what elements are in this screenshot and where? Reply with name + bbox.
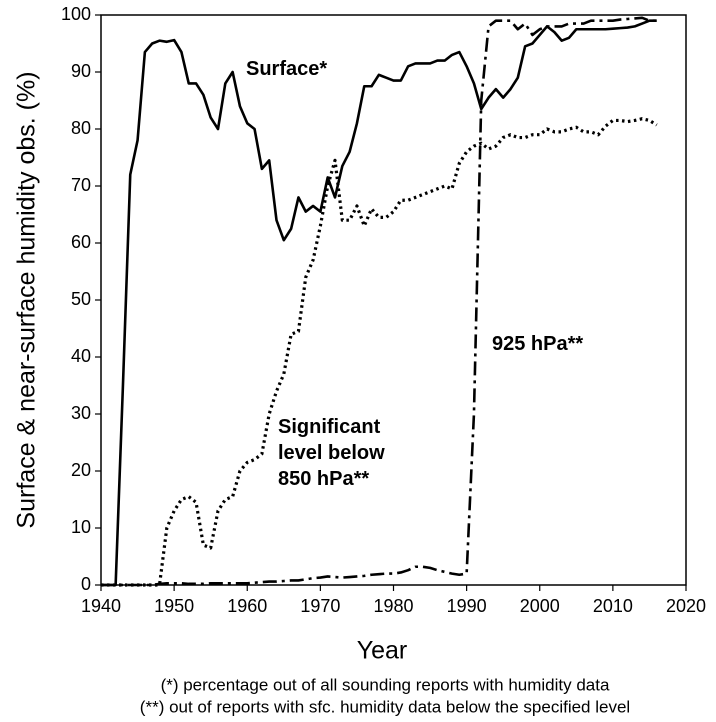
y-tick-label: 60 [71, 232, 91, 252]
x-tick-label: 1950 [154, 596, 194, 616]
series-line [101, 19, 657, 587]
x-tick-label: 1940 [81, 596, 121, 616]
series-annotation: Surface* [246, 58, 328, 80]
plot-frame [100, 14, 687, 586]
y-tick-label: 70 [71, 175, 91, 195]
x-tick-label: 2010 [593, 596, 633, 616]
y-tick-label: 90 [71, 61, 91, 81]
y-axis-title: Surface & near-surface humidity obs. (%) [13, 71, 41, 528]
series-annotation: 925 hPa** [492, 333, 584, 355]
series-line [101, 16, 657, 587]
x-tick-label: 2000 [520, 596, 560, 616]
x-tick-label: 1990 [447, 596, 487, 616]
x-tick-label: 2020 [666, 596, 706, 616]
series-line [101, 117, 658, 587]
footnote: (**) out of reports with sfc. humidity d… [140, 697, 630, 716]
series-annotation: Significant level below 850 hPa** [278, 416, 385, 490]
y-tick-label: 80 [71, 118, 91, 138]
y-tick-label: 20 [71, 460, 91, 480]
y-tick-label: 0 [81, 574, 91, 594]
y-tick-label: 40 [71, 346, 91, 366]
y-tick-label: 10 [71, 517, 91, 537]
footnote: (*) percentage out of all sounding repor… [161, 675, 610, 694]
x-axis-title: Year [357, 637, 408, 665]
x-tick-label: 1970 [300, 596, 340, 616]
x-tick-label: 1980 [373, 596, 413, 616]
x-tick-label: 1960 [227, 596, 267, 616]
y-tick-label: 30 [71, 403, 91, 423]
y-tick-label: 50 [71, 289, 91, 309]
y-tick-label: 100 [61, 4, 91, 24]
